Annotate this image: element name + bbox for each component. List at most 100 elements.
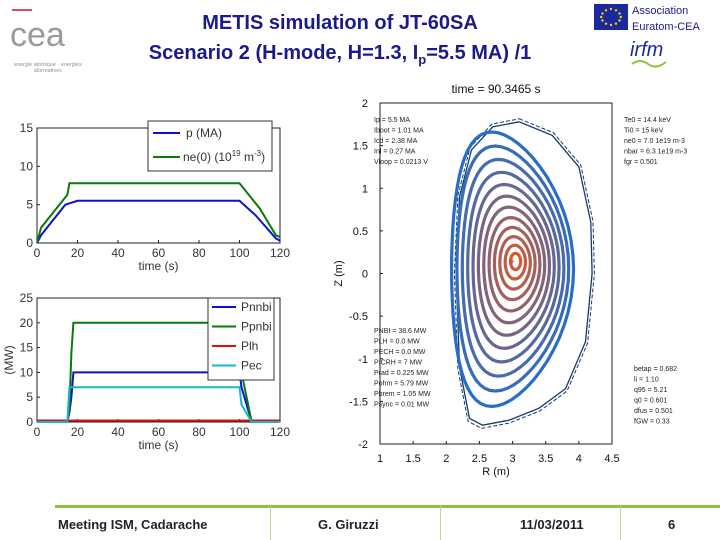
- flux-surface-line: [471, 182, 556, 350]
- legend-label-ne-part: 19: [232, 149, 241, 158]
- y-tick-label: 10: [20, 159, 34, 173]
- annotation-top-left: Iboot = 1.01 MA: [374, 128, 424, 135]
- series-line-ip: [36, 199, 281, 244]
- title-line-2-prefix: Scenario 2 (H-mode, H=1.3, I: [148, 42, 419, 64]
- annotation-bottom-right: q0 = 0.601: [634, 398, 667, 405]
- annotation-bottom-right: fGW = 0.33: [634, 419, 670, 426]
- x-tick-label: 60: [152, 425, 166, 439]
- y-tick-label: -2: [358, 439, 368, 451]
- x-tick-label: 4: [576, 453, 582, 465]
- x-tick-label: 20: [71, 425, 85, 439]
- annotation-bottom-right: q95 = 5.21: [634, 387, 667, 394]
- footer-event: Meeting ISM, Cadarache: [58, 517, 208, 532]
- y-tick-label: 1: [362, 183, 368, 195]
- flux-surface-line: [466, 170, 561, 364]
- y-tick-label: 15: [20, 341, 34, 355]
- separatrix-line: [455, 121, 593, 426]
- flux-surface-line: [487, 215, 542, 313]
- footer-separator: [440, 505, 441, 540]
- legend-label-ne-part: m: [241, 150, 254, 164]
- annotation-top-right: nbar = 6.3 1e19 m-3: [624, 149, 687, 156]
- y-tick-label: 0: [26, 415, 33, 429]
- flux-chart-title: time = 90.3465 s: [451, 82, 540, 96]
- footer-author: G. Giruzzi: [318, 517, 379, 532]
- footer-page: 6: [668, 517, 676, 532]
- y-tick-label: -1: [358, 354, 368, 366]
- irfm-swoosh: [631, 60, 667, 68]
- eu-flag-icon: [594, 4, 628, 30]
- wall-line: [453, 118, 595, 429]
- flux-surface-line: [498, 234, 532, 291]
- title-line-2-suffix: =5.5 MA) /1: [426, 42, 532, 64]
- x-tick-label: 1: [377, 453, 383, 465]
- irfm-logo: irfm: [630, 39, 667, 68]
- annotation-bottom-left: PNBI = 38.6 MW: [374, 328, 427, 335]
- x-tick-label: 3: [510, 453, 516, 465]
- y-tick-label: 5: [26, 390, 33, 404]
- x-tick-label: 3.5: [538, 453, 553, 465]
- series-line-ne0: [36, 182, 281, 244]
- annotation-top-right: Te0 = 14.4 keV: [624, 117, 671, 124]
- annotation-bottom-left: PECH = 0.0 MW: [374, 349, 426, 356]
- legend-label-ppnbi: Ppnbi: [241, 320, 272, 334]
- annotation-top-right: Ti0 = 15 keV: [624, 128, 664, 135]
- annotation-top-left: Vloop = 0.0213 V: [374, 159, 428, 166]
- logo-text: cea: [10, 16, 65, 54]
- annotation-bottom-left: PICRH = 7 MW: [374, 360, 422, 367]
- x-axis-label: R (m): [482, 466, 510, 478]
- footer-separator: [270, 505, 271, 540]
- x-tick-label: 20: [71, 246, 85, 260]
- x-tick-label: 80: [192, 246, 206, 260]
- annotation-bottom-left: Pohm = 5.79 MW: [374, 381, 429, 388]
- annotation-bottom-right: betap = 0.682: [634, 366, 677, 373]
- x-tick-label: 4.5: [604, 453, 619, 465]
- x-tick-label: 0: [34, 246, 41, 260]
- y-tick-label: -1.5: [349, 396, 368, 408]
- association-line-1: Association: [632, 5, 689, 17]
- irfm-logo-text: irfm: [630, 39, 663, 61]
- y-tick-label: 5: [26, 198, 33, 212]
- title-line-2: Scenario 2 (H-mode, H=1.3, Ip=5.5 MA) /1: [95, 38, 585, 75]
- flux-surface-line: [492, 225, 537, 302]
- y-axis-label: Z (m): [333, 260, 345, 286]
- y-tick-label: 1.5: [353, 141, 368, 153]
- annotation-bottom-right: dfus = 0.501: [634, 408, 673, 415]
- x-tick-label: 60: [152, 246, 166, 260]
- flux-surface-line: [482, 205, 547, 325]
- legend-label-pnnbi: Pnnbi: [241, 300, 272, 314]
- annotation-top-left: Ip = 5.5 MA: [374, 117, 410, 124]
- association-label: Association Euratom-CEA: [632, 3, 720, 35]
- x-axis-label: time (s): [139, 438, 179, 452]
- footer-date: 11/03/2011: [520, 517, 584, 532]
- x-tick-label: 40: [111, 246, 125, 260]
- x-axis-label: time (s): [139, 259, 179, 273]
- legend-label-ip: p (MA): [186, 126, 222, 140]
- legend-label-ne-part: -3: [254, 149, 262, 158]
- flux-surface-line: [449, 130, 576, 409]
- flux-surface-line: [455, 144, 571, 393]
- cea-logo: cea: [10, 9, 65, 54]
- y-tick-label: 0.5: [353, 226, 368, 238]
- y-tick-label: 0: [362, 269, 368, 281]
- page-title: METIS simulation of JT-60SA Scenario 2 (…: [95, 8, 585, 75]
- flux-surface-line: [508, 251, 523, 272]
- annotation-top-right: ne0 = 7.0 1e19 m-3: [624, 138, 685, 145]
- x-tick-label: 1.5: [405, 453, 420, 465]
- y-tick-label: 0: [26, 236, 33, 250]
- y-tick-label: 10: [20, 365, 34, 379]
- legend-label-plh: Plh: [241, 339, 258, 353]
- x-tick-label: 80: [192, 425, 206, 439]
- y-axis-label: (MW): [2, 345, 16, 374]
- annotation-bottom-left: PLH = 0.0 MW: [374, 339, 420, 346]
- logo-caption: energie atomique · energies alternatives: [14, 62, 82, 74]
- annotation-top-left: Inl = 0.27 MA: [374, 149, 416, 156]
- y-tick-label: 20: [20, 316, 34, 330]
- legend-label-ne-part: ): [261, 150, 265, 164]
- eu-stars: [600, 7, 622, 27]
- title-line-2-sub: p: [418, 52, 427, 67]
- annotation-top-right: fgr = 0.501: [624, 159, 658, 166]
- y-tick-label: -0.5: [349, 311, 368, 323]
- annotation-bottom-left: Psync = 0.01 MW: [374, 402, 429, 409]
- x-tick-label: 120: [270, 246, 290, 260]
- annotation-bottom-left: Pbrem = 1.05 MW: [374, 391, 431, 398]
